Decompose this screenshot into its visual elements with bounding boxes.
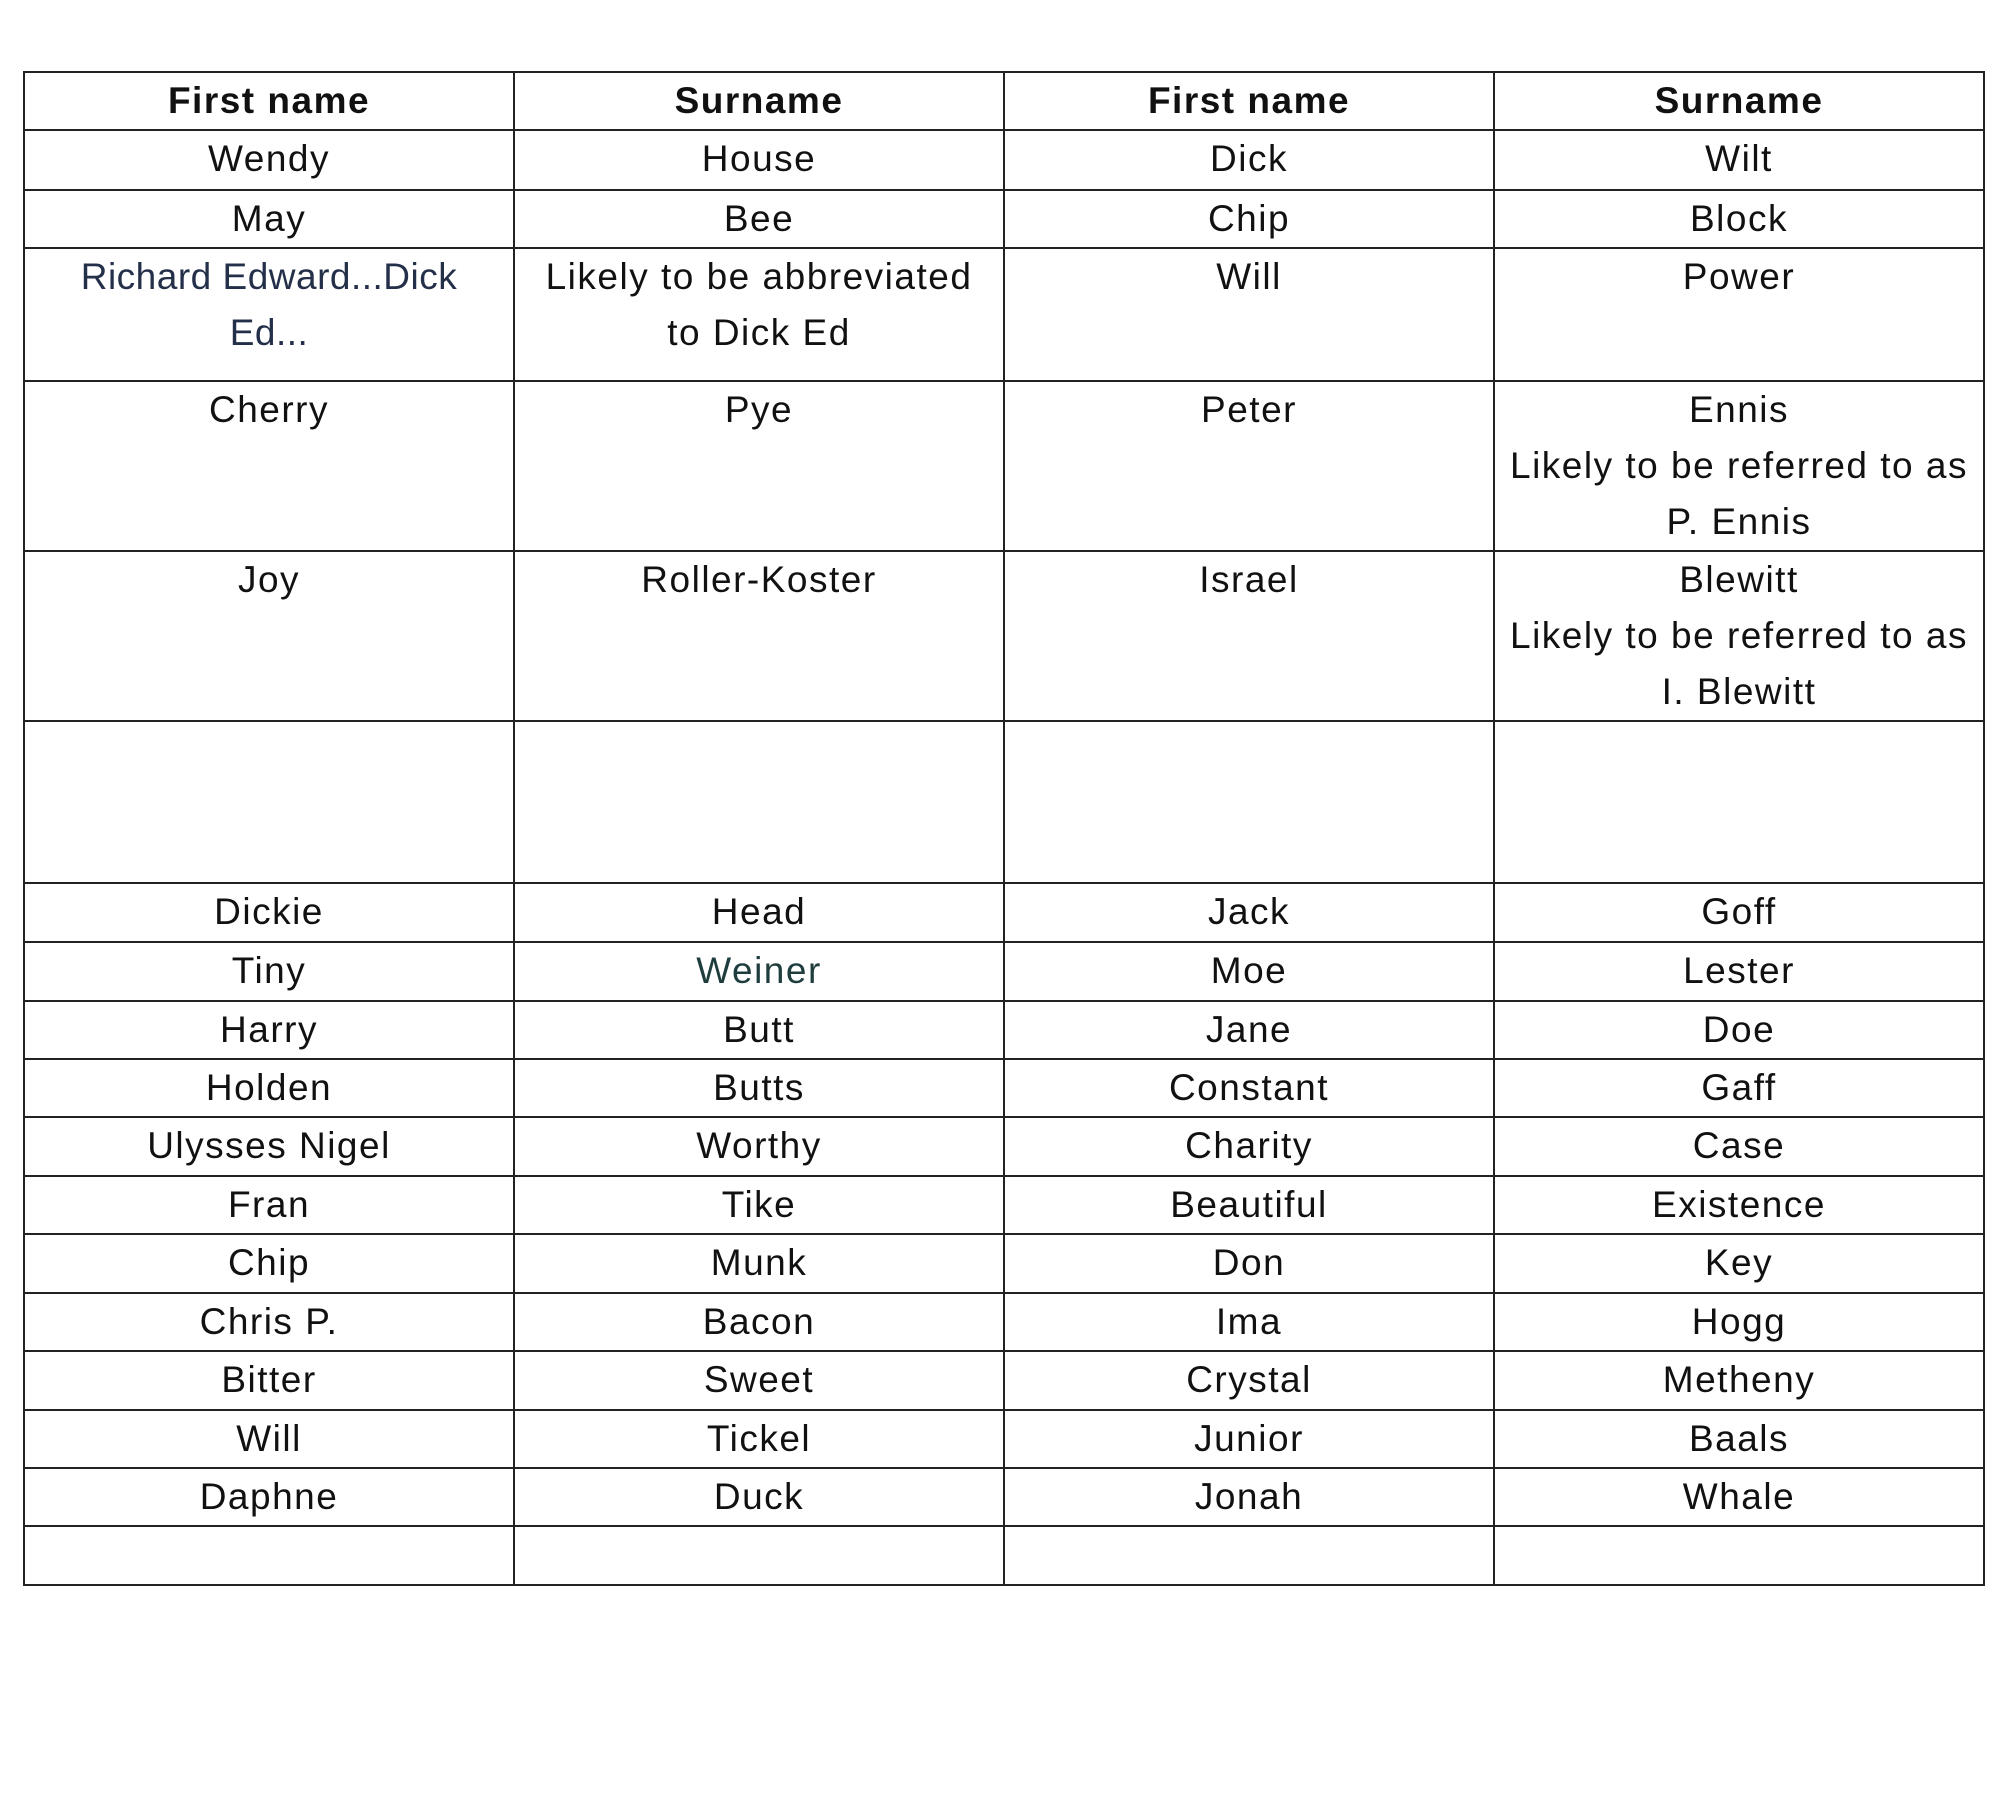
table-row: Chris P. Bacon Ima Hogg [23, 1292, 1985, 1352]
surname-cell [513, 720, 1005, 884]
first-name-cell: Ulysses Nigel [23, 1116, 515, 1177]
first-name-cell: Will [23, 1409, 515, 1469]
surname-cell: Case [1493, 1116, 1985, 1177]
first-name-cell: May [23, 189, 515, 249]
surname-cell: Butt [513, 1000, 1005, 1060]
surname-cell: Bacon [513, 1292, 1005, 1352]
surname-cell: Goff [1493, 882, 1985, 943]
table-row: Cherry Pye Peter Ennis Likely to be referre… [23, 380, 1985, 552]
table-row: Daphne Duck Jonah Whale [23, 1467, 1985, 1527]
surname-cell: Baals [1493, 1409, 1985, 1469]
header-surname: Surname [1493, 71, 1985, 131]
table-row: May Bee Chip Block [23, 189, 1985, 249]
table-row: Bitter Sweet Crystal Metheny [23, 1350, 1985, 1411]
table-row: Fran Tike Beautiful Existence [23, 1175, 1985, 1235]
first-name-cell: Cherry [23, 380, 515, 552]
surname-cell: Likely to be abbreviated to Dick Ed [513, 247, 1005, 382]
surname-cell: House [513, 129, 1005, 191]
first-name-cell: Israel [1003, 550, 1495, 722]
table-row: Holden Butts Constant Gaff [23, 1058, 1985, 1118]
first-name-cell: Bitter [23, 1350, 515, 1411]
first-name-cell: Jack [1003, 882, 1495, 943]
surname-cell: Hogg [1493, 1292, 1985, 1352]
first-name-cell: Constant [1003, 1058, 1495, 1118]
first-name-cell [23, 1525, 515, 1586]
surname-cell [1493, 1525, 1985, 1586]
surname-cell: Pye [513, 380, 1005, 552]
header-row: First name Surname First name Surname [23, 71, 1985, 131]
surname-cell: Block [1493, 189, 1985, 249]
first-name-cell: Holden [23, 1058, 515, 1118]
first-name-cell: Moe [1003, 941, 1495, 1002]
surname-cell: Existence [1493, 1175, 1985, 1235]
surname-cell: Metheny [1493, 1350, 1985, 1411]
surname-cell: Munk [513, 1233, 1005, 1294]
surname-cell: Power [1493, 247, 1985, 382]
surname-cell: Gaff [1493, 1058, 1985, 1118]
first-name-cell: Joy [23, 550, 515, 722]
first-name-cell: Dick [1003, 129, 1495, 191]
first-name-cell: Chip [23, 1233, 515, 1294]
surname-cell: Butts [513, 1058, 1005, 1118]
first-name-cell [1003, 720, 1495, 884]
first-name-cell: Peter [1003, 380, 1495, 552]
table-row: Joy Roller-Koster Israel Blewitt Likely to … [23, 550, 1985, 722]
first-name-cell: Beautiful [1003, 1175, 1495, 1235]
first-name-cell: Ima [1003, 1292, 1495, 1352]
table-row: Richard Edward...Dick Ed... Likely to be … [23, 247, 1985, 382]
header-surname: Surname [513, 71, 1005, 131]
surname-cell: Tickel [513, 1409, 1005, 1469]
first-name-cell: Charity [1003, 1116, 1495, 1177]
first-name-cell: Don [1003, 1233, 1495, 1294]
first-name-cell: Jonah [1003, 1467, 1495, 1527]
first-name-cell: Tiny [23, 941, 515, 1002]
names-table: First name Surname First name Surname We… [23, 71, 1985, 1586]
surname-cell: Doe [1493, 1000, 1985, 1060]
first-name-cell: Chris P. [23, 1292, 515, 1352]
header-first-name: First name [23, 71, 515, 131]
surname-cell: Lester [1493, 941, 1985, 1002]
first-name-cell: Daphne [23, 1467, 515, 1527]
first-name-cell: Junior [1003, 1409, 1495, 1469]
surname-cell: Duck [513, 1467, 1005, 1527]
first-name-cell: Will [1003, 247, 1495, 382]
surname-cell [513, 1525, 1005, 1586]
first-name-cell: Crystal [1003, 1350, 1495, 1411]
header-first-name: First name [1003, 71, 1495, 131]
first-name-cell: Wendy [23, 129, 515, 191]
first-name-cell: Harry [23, 1000, 515, 1060]
table-row: Dickie Head Jack Goff [23, 882, 1985, 943]
surname-cell: Wilt [1493, 129, 1985, 191]
table-row [23, 1525, 1985, 1586]
first-name-cell: Jane [1003, 1000, 1495, 1060]
surname-cell: Head [513, 882, 1005, 943]
table-row: Wendy House Dick Wilt [23, 129, 1985, 191]
table-row: Will Tickel Junior Baals [23, 1409, 1985, 1469]
surname-cell: Worthy [513, 1116, 1005, 1177]
table-row: Tiny Weiner Moe Lester [23, 941, 1985, 1002]
table-row [23, 720, 1985, 884]
first-name-cell: Chip [1003, 189, 1495, 249]
surname-cell: Sweet [513, 1350, 1005, 1411]
surname-cell: Tike [513, 1175, 1005, 1235]
first-name-cell: Dickie [23, 882, 515, 943]
table-row: Ulysses Nigel Worthy Charity Case [23, 1116, 1985, 1177]
surname-cell: Bee [513, 189, 1005, 249]
surname-cell: Key [1493, 1233, 1985, 1294]
table-row: Harry Butt Jane Doe [23, 1000, 1985, 1060]
first-name-cell [23, 720, 515, 884]
surname-cell: Weiner [513, 941, 1005, 1002]
first-name-cell: Fran [23, 1175, 515, 1235]
first-name-cell: Richard Edward...Dick Ed... [23, 247, 515, 382]
table-row: Chip Munk Don Key [23, 1233, 1985, 1294]
surname-cell: Blewitt Likely to be referred to as I. B… [1493, 550, 1985, 722]
surname-cell: Ennis Likely to be referred to as P. Enn… [1493, 380, 1985, 552]
surname-cell: Roller-Koster [513, 550, 1005, 722]
first-name-cell [1003, 1525, 1495, 1586]
surname-cell [1493, 720, 1985, 884]
surname-cell: Whale [1493, 1467, 1985, 1527]
